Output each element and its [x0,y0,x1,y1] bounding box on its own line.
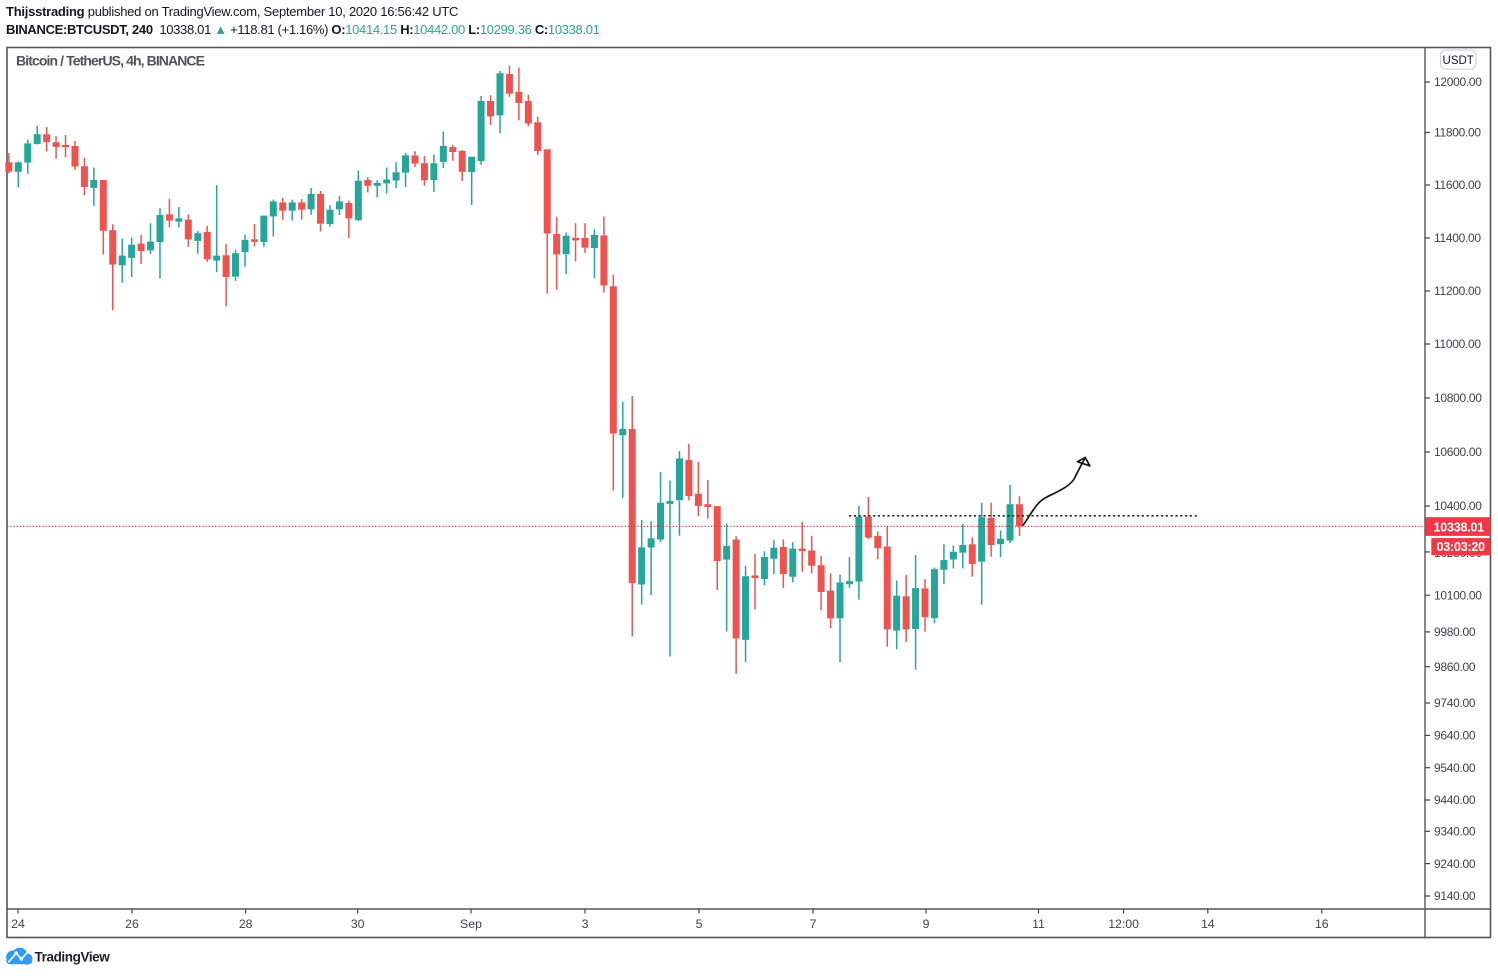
svg-text:10100.00: 10100.00 [1434,588,1482,602]
svg-text:11400.00: 11400.00 [1434,231,1481,245]
svg-text:3: 3 [582,917,589,931]
svg-text:11800.00: 11800.00 [1434,126,1481,140]
svg-text:7: 7 [810,917,817,931]
svg-text:11600.00: 11600.00 [1434,178,1481,192]
svg-text:Sep: Sep [460,917,482,931]
svg-text:11000.00: 11000.00 [1434,337,1481,351]
svg-text:9980.00: 9980.00 [1434,625,1476,639]
svg-text:Bitcoin / TetherUS, 4h, BINANC: Bitcoin / TetherUS, 4h, BINANCE [16,53,205,69]
svg-text:26: 26 [125,917,139,931]
svg-text:10338.01: 10338.01 [1434,520,1485,534]
svg-text:9860.00: 9860.00 [1434,660,1476,674]
svg-text:16: 16 [1315,917,1329,931]
svg-text:9240.00: 9240.00 [1434,857,1476,871]
svg-text:12:00: 12:00 [1108,917,1139,931]
svg-text:10400.00: 10400.00 [1434,499,1482,513]
svg-text:11200.00: 11200.00 [1434,284,1481,298]
svg-text:10600.00: 10600.00 [1434,445,1482,459]
svg-text:5: 5 [696,917,703,931]
svg-text:30: 30 [351,917,365,931]
svg-text:9140.00: 9140.00 [1434,889,1476,903]
svg-text:9740.00: 9740.00 [1434,696,1476,710]
svg-text:10800.00: 10800.00 [1434,391,1482,405]
svg-text:9340.00: 9340.00 [1434,825,1476,839]
svg-text:28: 28 [239,917,253,931]
svg-text:11: 11 [1032,917,1045,931]
svg-text:12000.00: 12000.00 [1434,75,1482,89]
svg-text:9440.00: 9440.00 [1434,793,1476,807]
svg-text:USDT: USDT [1443,55,1474,67]
svg-text:03:03:20: 03:03:20 [1437,540,1486,554]
svg-text:24: 24 [11,917,25,931]
svg-text:9540.00: 9540.00 [1434,761,1476,775]
svg-text:9640.00: 9640.00 [1434,729,1476,743]
svg-text:TradingView: TradingView [35,950,111,965]
svg-text:9: 9 [923,917,930,931]
svg-text:14: 14 [1201,917,1215,931]
